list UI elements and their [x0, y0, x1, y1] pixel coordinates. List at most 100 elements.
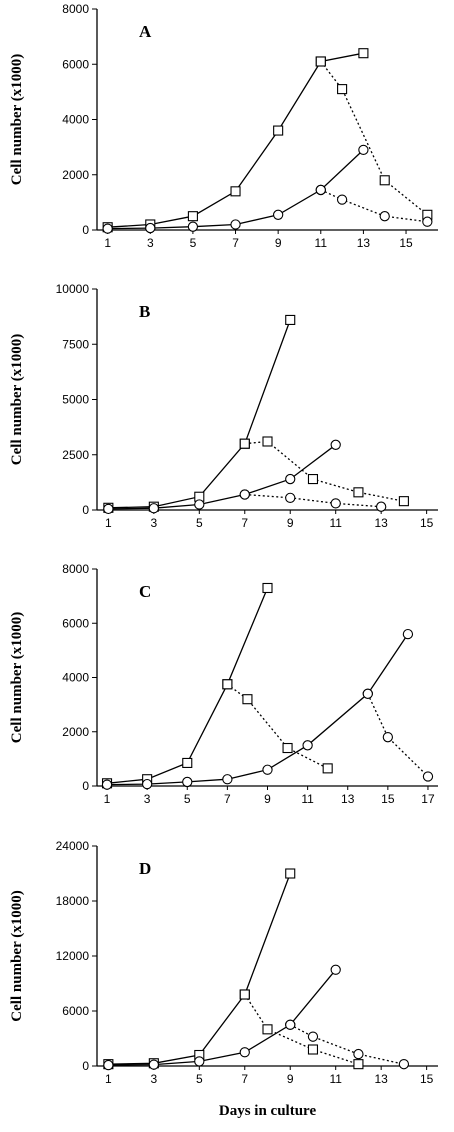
- panel-a-x-tick-label: 13: [357, 236, 371, 250]
- panel-c-circle-point: [101, 779, 113, 790]
- panel-b-x-tick-label: 15: [420, 516, 434, 530]
- panel-b-square-point: [239, 438, 250, 449]
- panel-b-square-point: [398, 496, 409, 507]
- panel-b-y-tick-label: 10000: [56, 282, 90, 296]
- panel-a-circle-point: [187, 221, 199, 232]
- panel-a-y-tick-label: 8000: [62, 2, 89, 16]
- panel-c-x-tick-label: 15: [381, 792, 395, 806]
- panel-a-circle-point: [379, 211, 390, 222]
- panel-d-y-tick-label: 0: [82, 1059, 89, 1073]
- panel-a-x-tick-label: 7: [232, 236, 239, 250]
- panel-c-square-point: [222, 679, 233, 690]
- panel-c-letter: C: [139, 582, 151, 601]
- panel-a-circle-point: [422, 216, 433, 227]
- panel-c-square-point: [322, 763, 333, 774]
- panel-a-square-point: [358, 48, 369, 59]
- panel-c-square-point: [182, 757, 193, 768]
- panel-c-y-tick-label: 2000: [62, 725, 89, 739]
- panel-b-circle-point: [285, 492, 296, 503]
- panel-a-y-tick-label: 6000: [62, 57, 89, 71]
- panel-a-x-tick-label: 5: [190, 236, 197, 250]
- panel-d-circle-point: [194, 1056, 205, 1067]
- panel-b-circle-point: [285, 473, 296, 485]
- panel-b-square-point: [262, 436, 273, 447]
- panel-b-circle-point: [148, 503, 159, 514]
- panel-c-square-point: [282, 742, 293, 754]
- panel-c-y-tick-label: 8000: [62, 562, 89, 576]
- panel-c-circle-point: [402, 628, 414, 640]
- panel-a-square-solid-line: [107, 52, 364, 228]
- panel-d-square-point: [262, 1024, 273, 1035]
- panel-a-square-point: [337, 84, 348, 95]
- panel-d-square-point: [239, 989, 250, 1000]
- panel-c-y-tick-label: 0: [82, 779, 89, 793]
- panel-d-square-dotted-line: [244, 994, 359, 1065]
- panel-c-y-tick-label: 4000: [62, 671, 89, 685]
- panel-b-y-tick-label: 2500: [62, 448, 89, 462]
- panel-d-x-tick-label: 15: [420, 1072, 434, 1086]
- panel-b-x-tick-label: 1: [105, 516, 112, 530]
- panel-d-circle-point: [285, 1019, 296, 1030]
- panel-b-square-dotted-line: [244, 440, 405, 502]
- panel-a-y-axis-label: Cell number (x1000): [9, 54, 25, 185]
- panel-d-x-tick-label: 3: [150, 1072, 157, 1086]
- panel-b-circle-point: [330, 498, 341, 509]
- panel-c-circle-point: [422, 771, 434, 782]
- panel-b-x-tick-label: 13: [374, 516, 388, 530]
- panel-d-circle-point: [307, 1031, 319, 1042]
- panel-d-circle-point: [148, 1059, 159, 1070]
- panel-b-y-tick-label: 7500: [62, 337, 89, 351]
- panel-d-circle-point: [103, 1059, 114, 1071]
- panel-c-circle-dotted-line: [367, 693, 429, 777]
- panel-d-circle-dotted-line: [289, 1024, 405, 1065]
- panel-c-circle-point: [182, 776, 193, 788]
- panel-b-square-point: [307, 474, 319, 485]
- panel-a-square-point: [187, 211, 198, 222]
- panel-a-circle-point: [358, 144, 369, 156]
- panel-d-y-tick-label: 6000: [62, 1004, 89, 1018]
- panel-a-square-point: [230, 186, 241, 197]
- panel-d-circle-point: [239, 1047, 250, 1058]
- panel-b-letter: B: [139, 302, 150, 321]
- panel-c-y-tick-label: 6000: [62, 616, 89, 630]
- panel-a-circle-point: [315, 184, 326, 196]
- panel-b-circle-point: [103, 503, 114, 515]
- panel-a-x-tick-label: 11: [315, 236, 328, 250]
- panel-c-circle-point: [222, 774, 233, 785]
- panel-c-square-point: [262, 582, 273, 594]
- panel-d-circle-solid-line: [108, 969, 337, 1066]
- panel-d-x-axis-label: Days in culture: [219, 1103, 317, 1119]
- panel-d-x-tick-label: 5: [196, 1072, 203, 1086]
- panel-d-x-tick-label: 1: [105, 1072, 112, 1086]
- panel-d-x-tick-label: 7: [241, 1072, 248, 1086]
- panel-c-circle-point: [382, 732, 394, 743]
- panel-b-y-axis-label: Cell number (x1000): [9, 334, 25, 465]
- panel-c-x-tick-label: 17: [421, 792, 435, 806]
- panel-d-y-tick-label: 12000: [56, 949, 90, 963]
- panel-d-x-tick-label: 11: [329, 1072, 342, 1086]
- panel-b-circle-point: [239, 489, 250, 500]
- panel-d-x-tick-label: 9: [287, 1072, 294, 1086]
- panel-d-circle-point: [398, 1059, 410, 1070]
- panel-b-circle-point: [330, 439, 341, 450]
- panel-a-circle-point: [230, 219, 241, 230]
- panel-a-square-point: [379, 175, 390, 186]
- panel-a-x-tick-label: 9: [275, 236, 282, 250]
- panel-d-circle-point: [330, 964, 341, 975]
- panel-b-square-point: [285, 314, 296, 325]
- panel-a-x-tick-label: 15: [399, 236, 413, 250]
- panel-a-x-tick-label: 3: [147, 236, 154, 250]
- panel-b-circle-point: [376, 501, 387, 512]
- panel-a-circle-point: [145, 222, 156, 234]
- panel-d-y-tick-label: 18000: [56, 894, 90, 908]
- panel-b-y-tick-label: 5000: [62, 393, 89, 407]
- panel-c-y-axis-label: Cell number (x1000): [9, 612, 25, 743]
- panel-c-circle-point: [362, 688, 373, 699]
- panel-b-x-tick-label: 3: [150, 516, 157, 530]
- panel-c-x-tick-label: 13: [341, 792, 355, 806]
- panel-b-circle-point: [194, 499, 205, 510]
- panel-c-x-tick-label: 3: [144, 792, 151, 806]
- panel-c-circle-point: [141, 778, 153, 790]
- panel-d-square-point: [285, 868, 296, 879]
- panel-c-square-point: [242, 694, 253, 705]
